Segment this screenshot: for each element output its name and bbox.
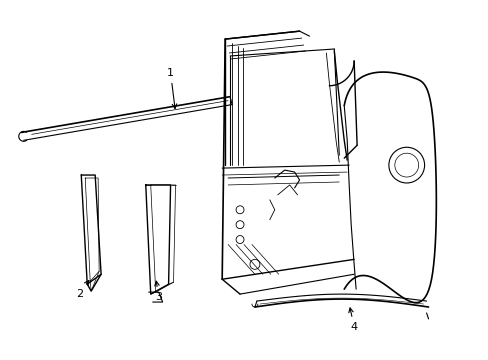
Text: 4: 4 — [348, 308, 357, 332]
Text: 2: 2 — [76, 280, 89, 299]
Text: 1: 1 — [167, 68, 176, 108]
Text: 3: 3 — [154, 281, 162, 302]
